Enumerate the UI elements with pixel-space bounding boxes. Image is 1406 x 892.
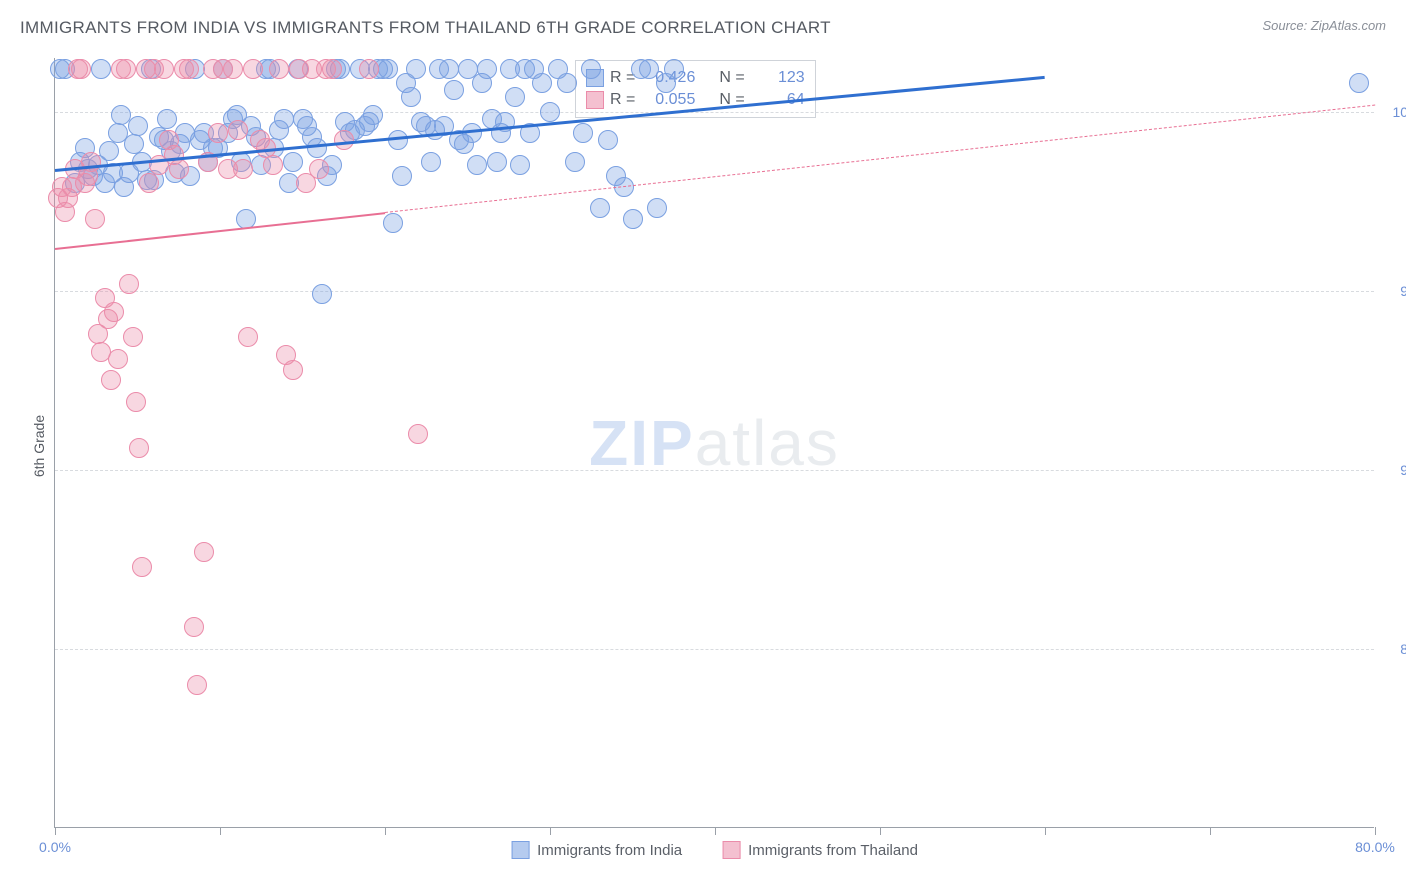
- data-point: [128, 116, 148, 136]
- data-point: [359, 59, 379, 79]
- data-point: [540, 102, 560, 122]
- gridline: [55, 649, 1374, 650]
- data-point: [309, 159, 329, 179]
- y-axis-label: 6th Grade: [31, 415, 47, 477]
- data-point: [590, 198, 610, 218]
- gridline: [55, 112, 1374, 113]
- data-point: [322, 59, 342, 79]
- data-point: [401, 87, 421, 107]
- data-point: [169, 159, 189, 179]
- data-point: [228, 120, 248, 140]
- x-tick: [715, 827, 716, 835]
- x-tick: [55, 827, 56, 835]
- data-point: [444, 80, 464, 100]
- x-tick: [220, 827, 221, 835]
- y-tick-label: 100.0%: [1380, 104, 1406, 120]
- y-tick-label: 85.0%: [1380, 641, 1406, 657]
- gridline: [55, 470, 1374, 471]
- data-point: [269, 59, 289, 79]
- data-point: [623, 209, 643, 229]
- data-point: [505, 87, 525, 107]
- data-point: [184, 617, 204, 637]
- data-point: [598, 130, 618, 150]
- x-tick: [1045, 827, 1046, 835]
- chart-title: IMMIGRANTS FROM INDIA VS IMMIGRANTS FROM…: [20, 18, 831, 37]
- data-point: [179, 59, 199, 79]
- watermark: ZIPatlas: [589, 406, 840, 480]
- data-point: [208, 123, 228, 143]
- data-point: [487, 152, 507, 172]
- data-point: [363, 105, 383, 125]
- data-point: [581, 59, 601, 79]
- data-point: [510, 155, 530, 175]
- data-point: [283, 152, 303, 172]
- x-tick: [1210, 827, 1211, 835]
- data-point: [439, 59, 459, 79]
- x-tick-label: 80.0%: [1355, 839, 1395, 855]
- data-point: [408, 424, 428, 444]
- data-point: [477, 59, 497, 79]
- data-point: [243, 59, 263, 79]
- data-point: [154, 59, 174, 79]
- data-point: [557, 73, 577, 93]
- data-point: [157, 109, 177, 129]
- data-point: [99, 141, 119, 161]
- data-point: [392, 166, 412, 186]
- trend-line: [385, 105, 1375, 213]
- data-point: [129, 438, 149, 458]
- data-point: [406, 59, 426, 79]
- data-point: [467, 155, 487, 175]
- data-point: [312, 284, 332, 304]
- data-point: [274, 109, 294, 129]
- data-point: [119, 274, 139, 294]
- legend-item: Immigrants from Thailand: [722, 841, 918, 859]
- data-point: [194, 542, 214, 562]
- data-point: [187, 675, 207, 695]
- series-legend: Immigrants from India Immigrants from Th…: [511, 841, 918, 859]
- source-label: Source: ZipAtlas.com: [1262, 18, 1386, 33]
- data-point: [378, 59, 398, 79]
- data-point: [223, 59, 243, 79]
- data-point: [383, 213, 403, 233]
- x-tick: [550, 827, 551, 835]
- y-tick-label: 90.0%: [1380, 462, 1406, 478]
- data-point: [664, 59, 684, 79]
- data-point: [139, 173, 159, 193]
- data-point: [1349, 73, 1369, 93]
- data-point: [132, 557, 152, 577]
- data-point: [532, 73, 552, 93]
- data-point: [565, 152, 585, 172]
- scatter-chart: ZIPatlas R = 0.426 N = 123 R = 0.055 N =…: [54, 58, 1374, 828]
- x-tick: [385, 827, 386, 835]
- data-point: [71, 59, 91, 79]
- swatch-icon: [722, 841, 740, 859]
- data-point: [421, 152, 441, 172]
- gridline: [55, 291, 1374, 292]
- data-point: [283, 360, 303, 380]
- data-point: [639, 59, 659, 79]
- data-point: [116, 59, 136, 79]
- legend-row: R = 0.426 N = 123: [586, 67, 805, 89]
- data-point: [233, 159, 253, 179]
- data-point: [104, 302, 124, 322]
- data-point: [108, 349, 128, 369]
- data-point: [126, 392, 146, 412]
- data-point: [101, 370, 121, 390]
- data-point: [647, 198, 667, 218]
- data-point: [573, 123, 593, 143]
- x-tick: [1375, 827, 1376, 835]
- data-point: [123, 327, 143, 347]
- x-tick: [880, 827, 881, 835]
- x-tick-label: 0.0%: [39, 839, 71, 855]
- data-point: [91, 59, 111, 79]
- swatch-icon: [586, 91, 604, 109]
- data-point: [85, 209, 105, 229]
- legend-item: Immigrants from India: [511, 841, 682, 859]
- data-point: [263, 155, 283, 175]
- y-tick-label: 95.0%: [1380, 283, 1406, 299]
- swatch-icon: [511, 841, 529, 859]
- data-point: [238, 327, 258, 347]
